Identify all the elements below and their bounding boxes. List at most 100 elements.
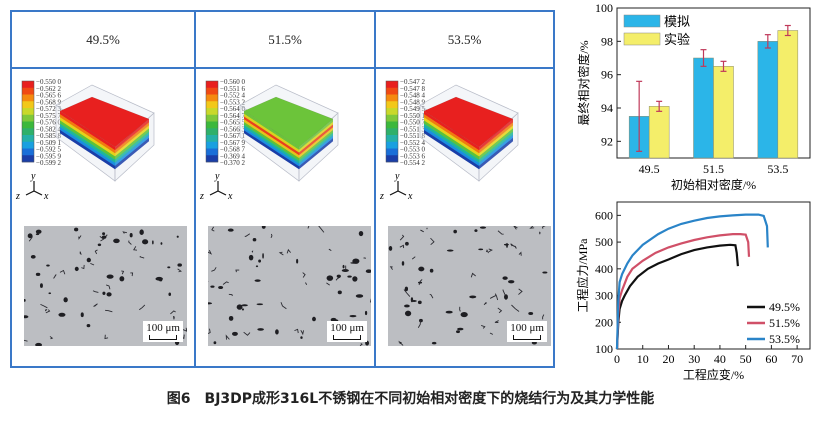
column-51-5: 51.5% −0.560 0 −0.551 6 −0.552 4 −0.553 2 −0…: [196, 12, 376, 366]
pore: [252, 238, 257, 242]
legend-swatch: [623, 14, 661, 28]
pore: [227, 228, 234, 232]
grain-boundary: [104, 334, 109, 340]
y-tick-label: 400: [595, 262, 613, 276]
pore: [113, 238, 120, 244]
pore: [261, 226, 266, 229]
layer-left: [424, 123, 479, 164]
pore: [102, 291, 106, 295]
column-header: 53.5%: [376, 12, 553, 69]
colorbar-segment: [386, 101, 398, 109]
grain-boundary: [399, 244, 405, 249]
colorbar-segment: [22, 81, 34, 89]
colorbar-segment: [206, 114, 218, 122]
column-header: 51.5%: [196, 12, 374, 69]
grain-boundary: [513, 226, 518, 230]
layer-left: [60, 114, 115, 154]
y-tick-label: 600: [595, 208, 613, 222]
layer-right: [115, 119, 149, 151]
colorbar-frame: [205, 80, 219, 163]
pore: [35, 272, 41, 277]
x-tick-label: 30: [688, 352, 700, 366]
pore: [460, 312, 468, 318]
layer-left: [424, 120, 479, 160]
colorbar-label: −0.548 9: [400, 98, 425, 106]
y-tick-label: 100: [595, 342, 613, 356]
layer-left: [244, 113, 299, 153]
colorbar-segment: [386, 108, 398, 116]
pore: [228, 315, 234, 321]
colorbar-segment: [22, 141, 34, 149]
sintering-simulation: −0.547 2 −0.547 8 −0.548 4 −0.548 9 −0.549 5…: [376, 69, 556, 204]
pore: [405, 241, 409, 246]
colorbar-segment: [22, 114, 34, 122]
grain-boundary: [418, 279, 423, 286]
y-tick-label: 92: [601, 134, 613, 148]
grain-boundary: [79, 251, 82, 255]
grain-boundary: [228, 293, 233, 297]
colorbar-segment: [386, 114, 398, 122]
y-tick-label: 500: [595, 235, 613, 249]
grain-boundary: [280, 302, 287, 310]
pore: [210, 285, 215, 288]
layer-left: [424, 126, 479, 167]
grain-boundary: [459, 306, 461, 312]
colorbar-label: −0.585 8: [36, 132, 61, 140]
grain-boundary: [81, 264, 85, 270]
legend-label: 51.5%: [769, 316, 800, 330]
colorbar-segment: [22, 101, 34, 109]
pore: [142, 239, 149, 245]
grain-boundary: [53, 274, 57, 279]
legend-label: 实验: [664, 32, 690, 47]
pore: [429, 268, 434, 273]
pore: [27, 233, 33, 239]
grain-boundary: [93, 303, 98, 307]
x-tick-label: 20: [662, 352, 674, 366]
grain-boundary: [403, 289, 411, 297]
scale-label: 100 μm: [146, 322, 180, 334]
grain-boundary: [40, 303, 48, 309]
colorbar-segment: [386, 128, 398, 136]
layer-right: [299, 130, 333, 162]
y-axis-label: 工程应力/MPa: [575, 238, 590, 313]
colorbar-label: −0.551 8: [400, 132, 425, 140]
grain-boundary: [502, 289, 506, 296]
colorbar-label: −0.568 9: [36, 98, 61, 106]
grain-boundary: [483, 302, 487, 306]
layer-right: [299, 124, 333, 156]
grain-boundary: [488, 248, 493, 253]
colorbar-label: −0.547 2: [400, 78, 425, 86]
grain-boundary: [243, 331, 251, 336]
pore: [101, 235, 107, 239]
pore: [30, 254, 36, 259]
x-tick-label: 70: [791, 352, 803, 366]
layer-left: [424, 117, 479, 157]
grain-boundary: [328, 248, 332, 252]
top-face: [423, 96, 514, 148]
pore: [326, 275, 334, 281]
grain-boundary: [177, 268, 182, 273]
pore: [58, 312, 66, 317]
grain-boundary: [270, 233, 273, 239]
pore: [80, 312, 84, 318]
grain-boundary: [59, 269, 66, 275]
pore: [160, 242, 163, 245]
colorbar-label: −0.582 4: [36, 125, 61, 133]
top-face: [243, 96, 334, 148]
colorbar-label: −0.509 1: [36, 139, 61, 147]
column-header: 49.5%: [12, 12, 194, 69]
grain-boundary: [294, 328, 299, 334]
y-axis-label: 最终相对密度/%: [576, 40, 591, 125]
layer-left: [244, 130, 299, 170]
axis-label-z: z: [379, 191, 384, 202]
scale-bar: 100 μm: [327, 321, 367, 342]
colorbar-segment: [386, 148, 398, 156]
grain-boundary: [398, 340, 404, 346]
pore: [504, 294, 508, 300]
colorbar-label: −0.370 2: [220, 159, 245, 167]
x-tick-label: 51.5: [703, 162, 724, 176]
layer-left: [60, 126, 115, 167]
curve-49.5%: [615, 243, 739, 350]
grain-boundary: [122, 231, 127, 234]
pore: [479, 226, 487, 229]
